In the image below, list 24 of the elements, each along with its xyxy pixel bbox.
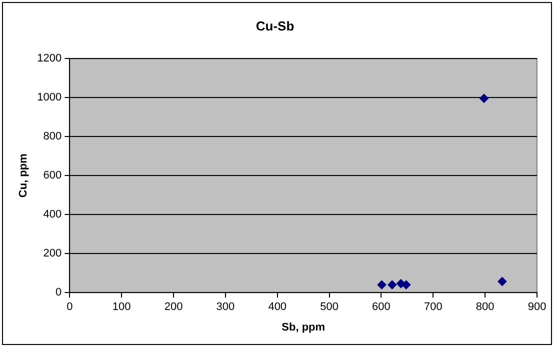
y-tick-label: 1000 — [37, 92, 62, 104]
y-tick-label: 400 — [43, 208, 62, 221]
y-tick-label: 800 — [43, 130, 62, 143]
y-tick-label: 200 — [43, 248, 62, 260]
x-axis-title: Sb, ppm — [282, 321, 326, 334]
x-tick-label: 700 — [424, 301, 442, 314]
x-tick-label: 0 — [66, 301, 73, 314]
x-tick-label: 900 — [528, 301, 546, 314]
x-tick-label: 800 — [476, 301, 494, 314]
x-tick-label: 400 — [268, 301, 287, 314]
point — [377, 280, 386, 290]
x-tick-label: 600 — [372, 301, 390, 314]
x-tick-label: 500 — [320, 301, 338, 314]
y-tick-label: 0 — [56, 286, 62, 299]
y-axis-title: Cu, ppm — [18, 153, 30, 198]
x-tick-label: 300 — [216, 301, 235, 314]
point — [388, 280, 397, 290]
x-tick-label: 200 — [164, 301, 183, 314]
point — [498, 276, 507, 286]
x-tick-label: 100 — [112, 301, 131, 314]
y-tick-label: 600 — [43, 170, 62, 182]
point — [480, 94, 489, 103]
y-tick-label: 1200 — [37, 52, 62, 65]
chart-title: Cu-Sb — [256, 18, 294, 34]
